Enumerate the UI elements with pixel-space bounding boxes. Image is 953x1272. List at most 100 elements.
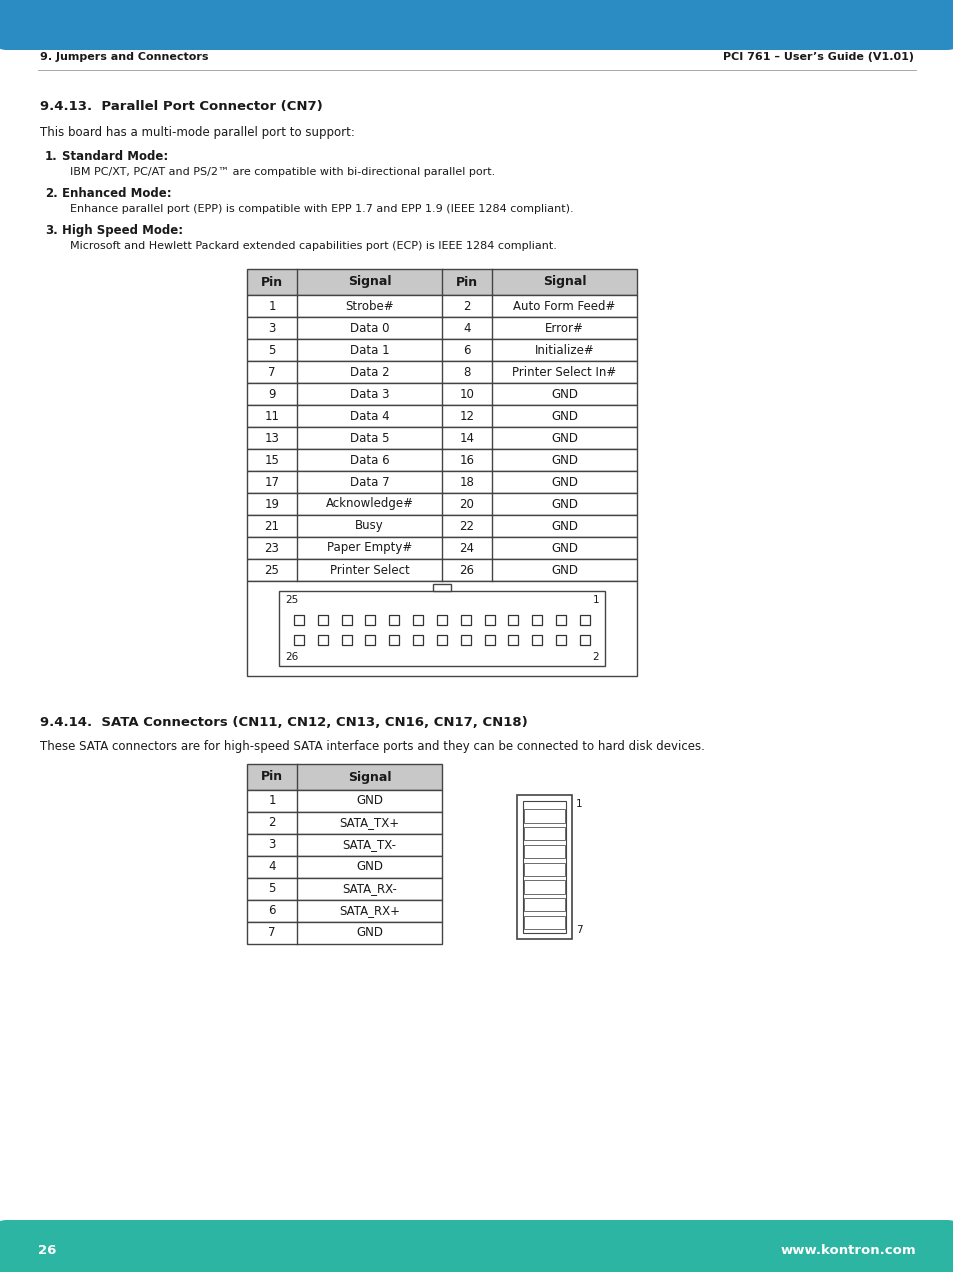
Text: GND: GND: [551, 410, 578, 422]
Bar: [317, 614, 328, 625]
Text: GND: GND: [551, 519, 578, 533]
Text: GND: GND: [551, 542, 578, 555]
Bar: [247, 317, 637, 340]
Bar: [460, 635, 471, 645]
Text: Pin: Pin: [456, 276, 477, 289]
Text: These SATA connectors are for high-speed SATA interface ports and they can be co: These SATA connectors are for high-speed…: [40, 740, 704, 753]
Text: 2: 2: [268, 817, 275, 829]
Text: IBM PC/XT, PC/AT and PS/2™ are compatible with bi-directional parallel port.: IBM PC/XT, PC/AT and PS/2™ are compatibl…: [70, 167, 495, 177]
Text: 6: 6: [463, 343, 470, 356]
FancyBboxPatch shape: [0, 1220, 953, 1272]
Bar: [247, 361, 637, 383]
Bar: [433, 584, 451, 591]
Text: 26: 26: [285, 653, 298, 661]
Bar: [0, 1227, 953, 1250]
Text: This board has a multi-mode parallel port to support:: This board has a multi-mode parallel por…: [40, 126, 355, 139]
Bar: [247, 901, 441, 922]
Bar: [341, 635, 352, 645]
Text: Strobe#: Strobe#: [345, 299, 394, 313]
Text: 7: 7: [268, 926, 275, 940]
Text: 11: 11: [264, 410, 279, 422]
Bar: [247, 834, 441, 856]
Text: 5: 5: [268, 883, 275, 895]
Text: Enhanced Mode:: Enhanced Mode:: [62, 187, 172, 200]
Text: 3: 3: [268, 322, 275, 335]
Bar: [365, 635, 375, 645]
Bar: [523, 898, 564, 911]
Bar: [532, 614, 541, 625]
Bar: [247, 494, 637, 515]
Text: Data 5: Data 5: [350, 431, 389, 444]
Text: Signal: Signal: [542, 276, 586, 289]
Bar: [517, 795, 572, 939]
Text: Pin: Pin: [261, 771, 283, 784]
Text: 5: 5: [268, 343, 275, 356]
Text: Data 7: Data 7: [350, 476, 389, 488]
Text: Busy: Busy: [355, 519, 383, 533]
Text: 1.: 1.: [45, 150, 58, 163]
Bar: [436, 614, 447, 625]
Text: GND: GND: [551, 454, 578, 467]
Text: 1: 1: [268, 795, 275, 808]
Bar: [460, 614, 471, 625]
Text: 12: 12: [459, 410, 474, 422]
Text: 9: 9: [268, 388, 275, 401]
Text: GND: GND: [551, 497, 578, 510]
Text: 1: 1: [268, 299, 275, 313]
Text: Error#: Error#: [544, 322, 583, 335]
Text: GND: GND: [355, 860, 382, 874]
Text: 26: 26: [459, 563, 474, 576]
Text: GND: GND: [355, 795, 382, 808]
Text: SATA_TX-: SATA_TX-: [342, 838, 396, 851]
Text: GND: GND: [551, 563, 578, 576]
Text: 22: 22: [459, 519, 474, 533]
Text: Signal: Signal: [348, 771, 391, 784]
Text: 3.: 3.: [45, 224, 58, 237]
Bar: [484, 635, 495, 645]
Text: 18: 18: [459, 476, 474, 488]
Text: SATA_RX+: SATA_RX+: [338, 904, 399, 917]
Bar: [556, 614, 565, 625]
Bar: [247, 515, 637, 537]
Text: 9.4.14.  SATA Connectors (CN11, CN12, CN13, CN16, CN17, CN18): 9.4.14. SATA Connectors (CN11, CN12, CN1…: [40, 716, 527, 729]
Bar: [247, 856, 441, 878]
Text: 16: 16: [459, 454, 474, 467]
Bar: [247, 764, 441, 790]
Text: 13: 13: [264, 431, 279, 444]
Text: 21: 21: [264, 519, 279, 533]
Text: GND: GND: [551, 388, 578, 401]
FancyBboxPatch shape: [0, 0, 953, 50]
Text: 1: 1: [592, 595, 598, 605]
Text: PCI 761 – User’s Guide (V1.01): PCI 761 – User’s Guide (V1.01): [722, 52, 913, 62]
Bar: [556, 635, 565, 645]
Text: 20: 20: [459, 497, 474, 510]
Bar: [317, 635, 328, 645]
Bar: [508, 635, 518, 645]
Bar: [532, 635, 541, 645]
Bar: [523, 809, 564, 823]
Bar: [484, 614, 495, 625]
Text: 19: 19: [264, 497, 279, 510]
Text: Data 2: Data 2: [350, 365, 389, 379]
Text: 26: 26: [38, 1244, 56, 1257]
Text: www.kontron.com: www.kontron.com: [780, 1244, 915, 1257]
Text: Initialize#: Initialize#: [534, 343, 594, 356]
Text: Printer Select: Printer Select: [330, 563, 409, 576]
Bar: [247, 878, 441, 901]
Text: 6: 6: [268, 904, 275, 917]
Text: 3: 3: [268, 838, 275, 851]
Text: 14: 14: [459, 431, 474, 444]
Text: 7: 7: [268, 365, 275, 379]
Text: SATA_TX+: SATA_TX+: [339, 817, 399, 829]
Bar: [413, 635, 423, 645]
Text: Paper Empty#: Paper Empty#: [327, 542, 412, 555]
Text: 15: 15: [264, 454, 279, 467]
Bar: [278, 591, 604, 667]
Text: GND: GND: [551, 431, 578, 444]
Bar: [247, 558, 637, 581]
Text: Data 1: Data 1: [350, 343, 389, 356]
Text: Acknowledge#: Acknowledge#: [325, 497, 413, 510]
Text: Data 3: Data 3: [350, 388, 389, 401]
Text: Enhance parallel port (EPP) is compatible with EPP 1.7 and EPP 1.9 (IEEE 1284 co: Enhance parallel port (EPP) is compatibl…: [70, 204, 573, 214]
Bar: [247, 268, 637, 295]
